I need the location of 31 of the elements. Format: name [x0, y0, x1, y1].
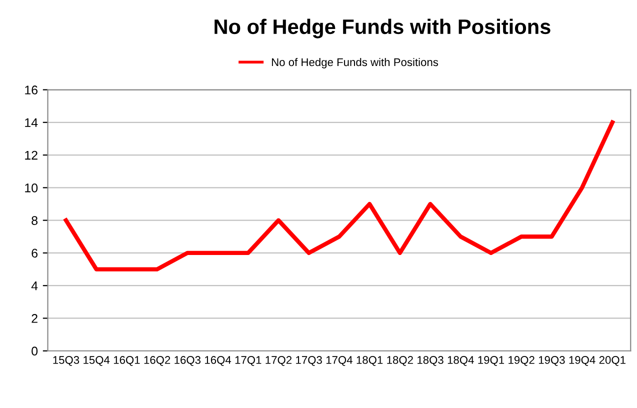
- x-tick-label: 17Q3: [296, 356, 322, 366]
- y-tick-label: 10: [25, 183, 38, 192]
- x-tick-label: 18Q3: [418, 356, 444, 366]
- legend-label: No of Hedge Funds with Positions: [272, 58, 438, 68]
- y-tick-label: 14: [25, 118, 38, 127]
- x-tick-label: 15Q3: [53, 356, 80, 366]
- x-tick-label: 19Q3: [538, 356, 565, 366]
- x-tick-label: 17Q2: [266, 356, 292, 366]
- y-tick-label: 0: [32, 346, 38, 356]
- x-tick-label: 18Q2: [387, 356, 413, 366]
- y-tick-label: 4: [31, 282, 38, 290]
- x-tick-label: 18Q1: [356, 356, 383, 366]
- line-series: [64, 120, 614, 272]
- x-tick-label: 19Q2: [508, 356, 534, 366]
- chart-title: No of Hedge Funds with Positions: [214, 18, 550, 38]
- y-tick-label: 12: [25, 150, 38, 160]
- x-tick-label: 16Q2: [144, 356, 170, 366]
- x-tick-label: 19Q1: [478, 356, 504, 366]
- y-tick-label: 6: [32, 248, 38, 258]
- x-tick-label: 16Q3: [174, 356, 201, 366]
- x-tick-label: 19Q4: [569, 356, 596, 366]
- y-tick-label: 16: [25, 86, 38, 94]
- y-tick-label: 2: [32, 314, 38, 323]
- y-tick-label: 8: [32, 216, 38, 225]
- x-tick-label: 18Q4: [448, 356, 474, 366]
- x-tick-label: 16Q4: [205, 356, 232, 366]
- x-tick-label: 15Q4: [84, 356, 110, 366]
- x-tick-label: 17Q4: [326, 356, 352, 366]
- x-tick-label: 20Q1: [599, 356, 626, 366]
- x-tick-label: 17Q1: [235, 356, 262, 366]
- x-tick-label: 16Q1: [114, 356, 140, 366]
